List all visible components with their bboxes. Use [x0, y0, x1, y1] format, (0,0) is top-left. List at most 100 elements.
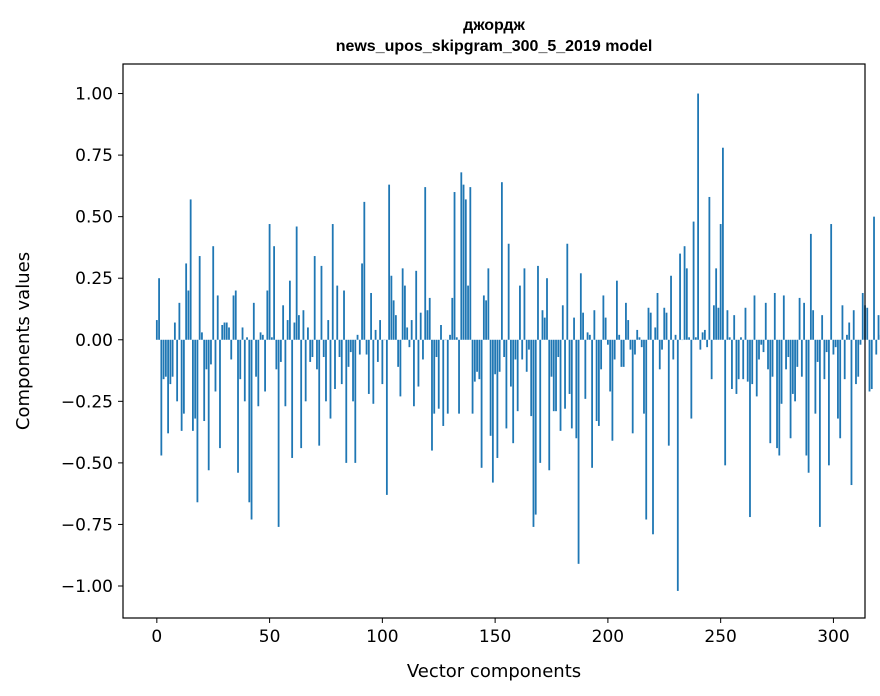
bar-component-71 [316, 339, 318, 370]
bar-component-289 [807, 339, 810, 473]
bar-component-173 [546, 278, 548, 340]
bar-component-202 [611, 339, 614, 441]
bar-component-60 [291, 339, 294, 458]
bar-component-96 [372, 339, 375, 404]
bar-component-251 [722, 147, 724, 340]
bar-component-34 [232, 295, 235, 340]
bar-component-308 [850, 339, 853, 486]
x-tick-label: 0 [151, 627, 162, 647]
bar-component-217 [645, 339, 648, 520]
bar-component-130 [449, 334, 451, 340]
bar-component-136 [462, 184, 465, 340]
bar-component-292 [814, 339, 817, 414]
bar-component-223 [658, 339, 661, 370]
bar-component-26 [214, 339, 217, 392]
bar-component-75 [325, 339, 327, 402]
bar-component-254 [728, 337, 731, 340]
bar-component-285 [798, 297, 801, 340]
bar-component-111 [406, 327, 409, 340]
bar-component-108 [399, 339, 402, 397]
bar-component-311 [857, 339, 860, 377]
bar-component-218 [647, 307, 650, 340]
bar-component-29 [221, 325, 224, 340]
bar-component-236 [688, 337, 690, 340]
bar-component-239 [694, 337, 697, 340]
bar-component-92 [363, 201, 366, 340]
bar-component-15 [189, 199, 192, 340]
bar-component-317 [870, 339, 873, 390]
bar-component-208 [625, 302, 627, 340]
bar-component-185 [573, 317, 575, 340]
bar-component-197 [600, 339, 603, 370]
bar-component-120 [426, 310, 429, 340]
bar-component-49 [266, 290, 269, 340]
bar-component-149 [491, 339, 494, 483]
bar-component-319 [875, 339, 878, 355]
bar-component-271 [767, 339, 769, 370]
bar-component-106 [394, 315, 397, 340]
bar-component-99 [379, 320, 381, 340]
bar-component-263 [749, 339, 751, 518]
bar-component-70 [313, 256, 316, 340]
bar-component-187 [577, 339, 580, 564]
bar-component-255 [731, 339, 733, 390]
bar-component-6 [169, 339, 172, 385]
bar-component-27 [216, 295, 219, 340]
bar-component-126 [440, 325, 442, 340]
bar-component-142 [476, 339, 478, 372]
bar-component-47 [261, 334, 264, 340]
bar-component-88 [354, 339, 357, 463]
bar-component-45 [257, 339, 260, 407]
bar-component-157 [510, 339, 512, 387]
bar-component-288 [805, 339, 808, 456]
bar-component-256 [733, 315, 736, 340]
bar-component-298 [828, 339, 830, 466]
bar-component-199 [604, 317, 607, 340]
bar-component-25 [212, 246, 215, 340]
bar-component-3 [162, 339, 165, 380]
bar-component-252 [724, 339, 727, 466]
y-tick-label: −0.75 [61, 515, 113, 535]
bar-component-153 [500, 182, 503, 340]
bar-component-228 [670, 275, 672, 340]
bar-component-175 [550, 339, 553, 377]
bar-component-23 [207, 339, 210, 471]
bar-component-299 [830, 224, 833, 340]
bar-component-213 [636, 329, 639, 340]
bar-component-230 [674, 334, 677, 340]
bar-component-189 [582, 312, 584, 340]
bar-component-18 [196, 339, 199, 503]
bar-component-246 [710, 339, 713, 380]
bar-component-35 [234, 290, 237, 340]
bar-component-152 [498, 339, 501, 372]
bar-component-320 [877, 315, 880, 340]
bar-component-38 [241, 327, 244, 340]
bar-component-165 [528, 339, 530, 350]
bar-component-43 [252, 302, 255, 340]
bar-component-259 [740, 337, 742, 340]
bar-component-243 [703, 329, 706, 340]
bar-component-316 [868, 339, 871, 392]
bar-component-33 [230, 339, 233, 360]
bar-component-146 [485, 300, 487, 340]
bar-component-161 [519, 285, 521, 340]
bar-component-102 [385, 339, 388, 495]
y-tick-label: 0.00 [75, 331, 113, 351]
bar-component-118 [422, 339, 424, 360]
bar-component-117 [419, 312, 422, 340]
y-axis-ticks: −1.00 −0.75 −0.50 −0.25 0.00 0.25 0.50 0.75 1.00 [61, 85, 123, 597]
bar-component-304 [841, 305, 844, 340]
bar-component-13 [185, 263, 188, 340]
bar-component-65 [302, 310, 305, 340]
bar-component-1 [158, 278, 160, 340]
bar-component-36 [237, 339, 239, 473]
chart-title-line1: джордж [463, 17, 525, 34]
bar-component-219 [649, 312, 652, 340]
bar-component-41 [248, 339, 251, 503]
chart-title-line2: news_upos_skipgram_300_5_2019 model [336, 38, 653, 55]
bar-component-282 [791, 339, 794, 394]
bar-component-69 [311, 339, 314, 358]
bar-component-229 [672, 339, 675, 360]
bar-component-281 [789, 339, 792, 439]
